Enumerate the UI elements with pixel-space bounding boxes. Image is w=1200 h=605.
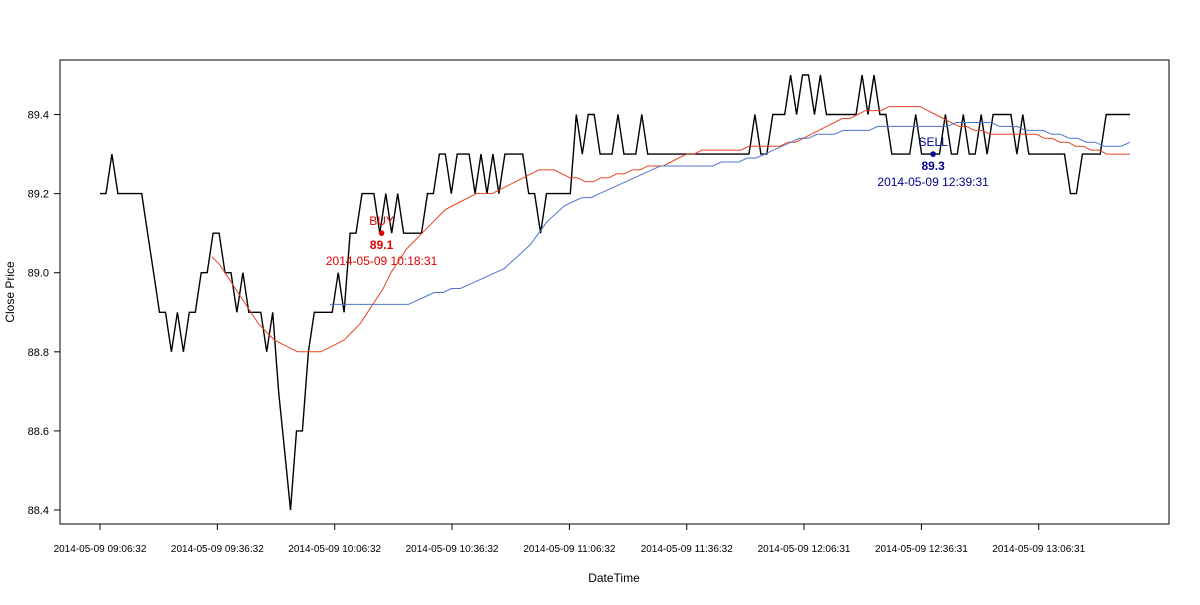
y-tick-label: 88.8	[28, 347, 49, 359]
y-axis: 88.4 88.6 88.8 89.0 89.2 89.4	[28, 75, 61, 517]
x-tick-label: 2014-05-09 11:36:32	[641, 544, 734, 555]
x-tick-label: 2014-05-09 12:36:31	[875, 544, 968, 555]
y-tick-label: 89.0	[28, 268, 49, 280]
sell-time: 2014-05-09 12:39:31	[877, 175, 989, 189]
y-tick-label: 89.4	[28, 110, 49, 122]
y-tick-label: 89.2	[28, 189, 49, 201]
y-axis-title: Close Price	[3, 261, 17, 323]
y-tick-label: 88.6	[28, 426, 49, 438]
x-tick-label: 2014-05-09 09:06:32	[54, 544, 147, 555]
x-axis-title: DateTime	[588, 571, 640, 585]
x-axis: 2014-05-09 09:06:32 2014-05-09 09:36:32 20…	[54, 523, 1086, 555]
series-group	[100, 74, 1131, 511]
sell-price: 89.3	[921, 159, 945, 173]
x-tick-label: 2014-05-09 09:36:32	[171, 544, 264, 555]
annotation-group: BUY 89.1 2014-05-09 10:18:31 SELL 89.3 2014-0…	[326, 135, 989, 268]
buy-time: 2014-05-09 10:18:31	[326, 254, 438, 268]
moving-average-line-blue	[330, 122, 1131, 305]
close-price-line	[100, 74, 1130, 511]
x-tick-label: 2014-05-09 12:06:31	[758, 544, 851, 555]
sell-label: SELL	[918, 135, 948, 149]
buy-marker	[378, 230, 385, 236]
y-tick-label: 88.4	[28, 505, 49, 517]
x-tick-label: 2014-05-09 10:06:32	[288, 544, 381, 555]
x-tick-label: 2014-05-09 10:36:32	[406, 544, 499, 555]
sell-marker	[930, 151, 936, 157]
buy-price: 89.1	[370, 238, 394, 252]
x-tick-label: 2014-05-09 11:06:32	[523, 544, 616, 555]
moving-average-line-red	[211, 106, 1130, 353]
buy-label: BUY	[369, 214, 394, 228]
plot-frame	[59, 59, 1170, 525]
x-tick-label: 2014-05-09 13:06:31	[992, 544, 1085, 555]
